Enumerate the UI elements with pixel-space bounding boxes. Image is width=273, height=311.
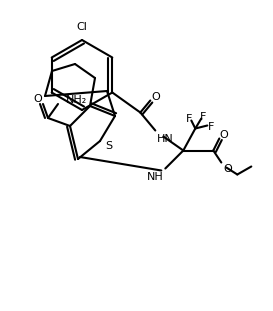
Text: S: S [105,141,112,151]
Text: NH₂: NH₂ [66,95,87,105]
Text: O: O [219,129,228,140]
Text: O: O [223,165,232,174]
Text: F: F [200,112,206,122]
Text: NH: NH [147,173,163,183]
Text: Cl: Cl [76,22,87,32]
Text: F: F [186,114,192,123]
Text: F: F [208,122,215,132]
Text: HN: HN [157,134,174,145]
Text: O: O [34,94,42,104]
Text: O: O [151,92,160,103]
